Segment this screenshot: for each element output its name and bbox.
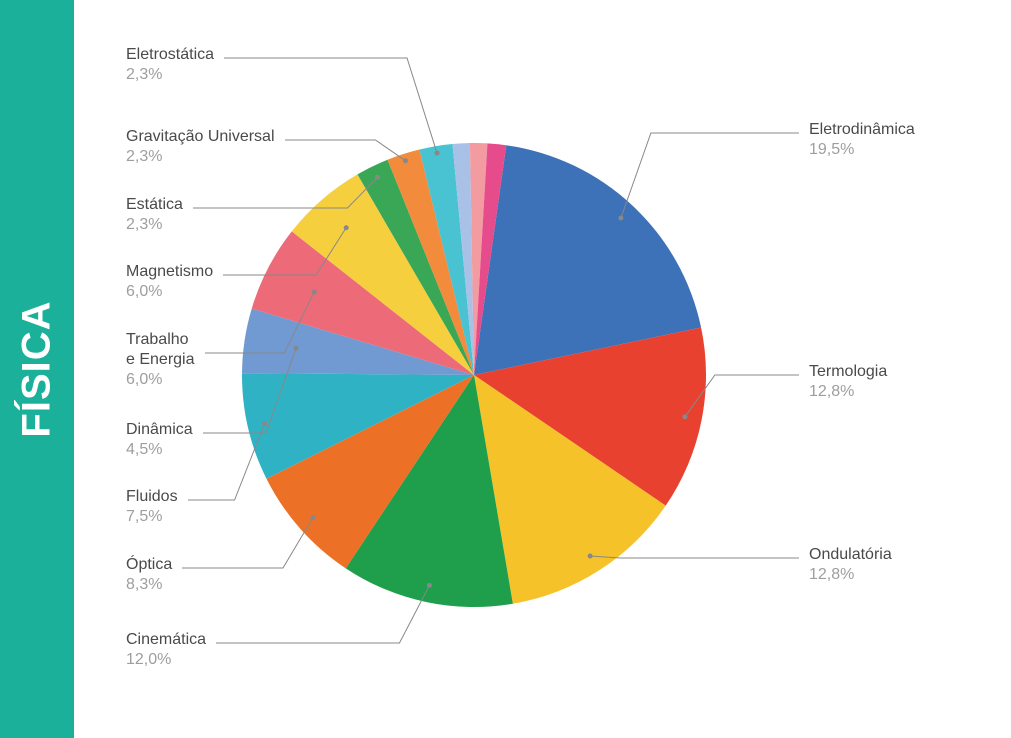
slice-label-pct: 12,0% — [126, 650, 206, 670]
leader-line — [285, 140, 405, 161]
slice-label: Cinemática12,0% — [126, 630, 206, 670]
slice-label-name: e Energia — [126, 350, 195, 370]
slice-label: Estática2,3% — [126, 195, 183, 235]
slice-label-pct: 6,0% — [126, 282, 213, 302]
slice-label: Eletrostática2,3% — [126, 45, 214, 85]
slice-label-name: Termologia — [809, 362, 887, 382]
leader-dot — [262, 421, 267, 426]
sidebar: FÍSICA — [0, 0, 74, 738]
slice-label: Óptica8,3% — [126, 555, 172, 595]
leader-dot — [618, 216, 623, 221]
slice-label-name: Eletrostática — [126, 45, 214, 65]
leader-dot — [588, 553, 593, 558]
slice-label-pct: 12,8% — [809, 382, 887, 402]
leader-dot — [435, 151, 440, 156]
slice-label: Fluidos7,5% — [126, 487, 178, 527]
leader-line — [590, 556, 799, 558]
slice-label-pct: 12,8% — [809, 565, 892, 585]
slice-label-name: Eletrodinâmica — [809, 120, 915, 140]
leader-dot — [312, 290, 317, 295]
leader-line — [182, 517, 313, 568]
leader-dot — [403, 158, 408, 163]
leader-dot — [344, 225, 349, 230]
slice-label-pct: 2,3% — [126, 65, 214, 85]
slice-label-pct: 2,3% — [126, 215, 183, 235]
slice-label-pct: 19,5% — [809, 140, 915, 160]
leader-dot — [682, 414, 687, 419]
slice-label-pct: 2,3% — [126, 147, 275, 167]
slice-label-name: Gravitação Universal — [126, 127, 275, 147]
chart-area: Eletrodinâmica19,5%Termologia12,8%Ondula… — [74, 0, 1011, 738]
slice-label-pct: 7,5% — [126, 507, 178, 527]
slice-label-name: Trabalho — [126, 330, 195, 350]
slice-label: Dinâmica4,5% — [126, 420, 193, 460]
slice-label-name: Fluidos — [126, 487, 178, 507]
leader-dot — [293, 346, 298, 351]
slice-label: Trabalhoe Energia6,0% — [126, 330, 195, 390]
slice-label-pct: 4,5% — [126, 440, 193, 460]
slice-label-name: Ondulatória — [809, 545, 892, 565]
slice-label: Magnetismo6,0% — [126, 262, 213, 302]
leader-dot — [375, 175, 380, 180]
slice-label-name: Estática — [126, 195, 183, 215]
slice-label: Ondulatória12,8% — [809, 545, 892, 585]
leader-dot — [427, 583, 432, 588]
slice-label: Eletrodinâmica19,5% — [809, 120, 915, 160]
slice-label-name: Óptica — [126, 555, 172, 575]
slice-label: Termologia12,8% — [809, 362, 887, 402]
slice-label: Gravitação Universal2,3% — [126, 127, 275, 167]
slice-label-name: Cinemática — [126, 630, 206, 650]
leader-line — [621, 133, 799, 218]
slice-label-name: Dinâmica — [126, 420, 193, 440]
leader-dot — [310, 515, 315, 520]
slice-label-pct: 8,3% — [126, 575, 172, 595]
slice-label-name: Magnetismo — [126, 262, 213, 282]
sidebar-title: FÍSICA — [15, 300, 60, 437]
slice-label-pct: 6,0% — [126, 370, 195, 390]
